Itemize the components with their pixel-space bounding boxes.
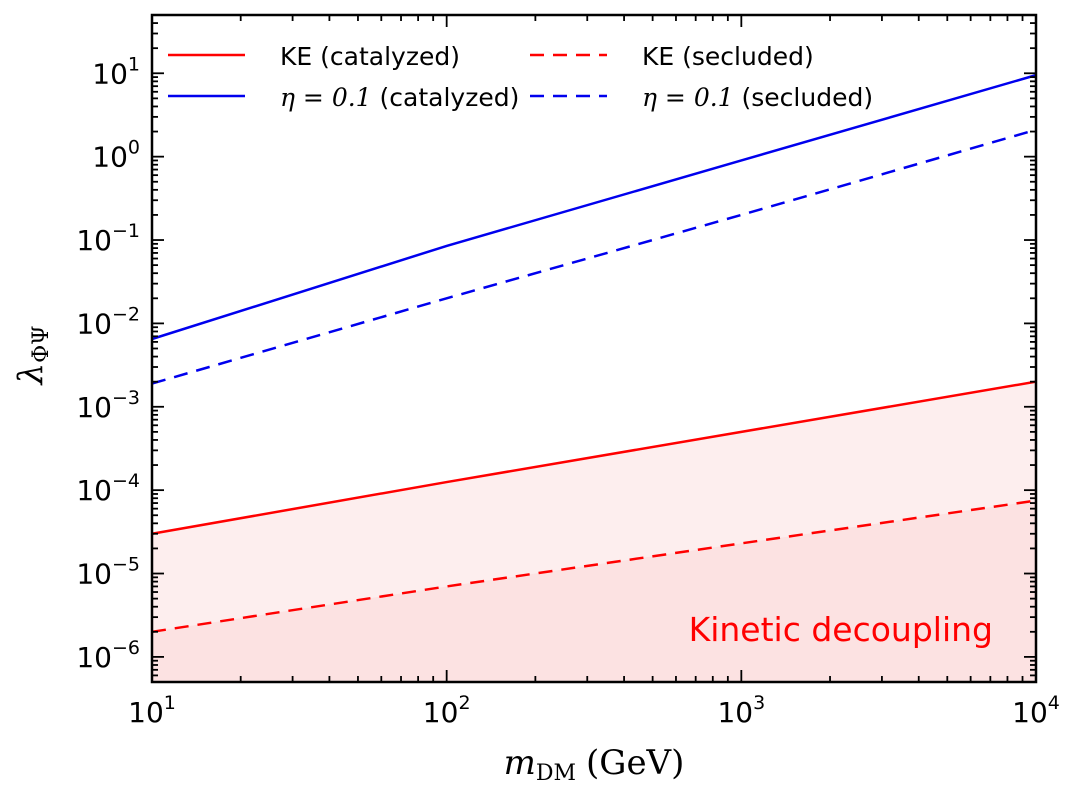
- y-label-sub: ΦΨ: [29, 326, 54, 363]
- series-line-2: [151, 499, 1037, 634]
- y-tick-label: 101: [92, 53, 140, 90]
- y-tick-label: 10−5: [76, 554, 140, 591]
- legend-label-2: KE (secluded): [642, 42, 814, 71]
- y-axis-label: λΦΨ: [11, 326, 54, 387]
- legend-label-0: KE (catalyzed): [280, 42, 460, 71]
- y-tick-label: 10−2: [76, 303, 140, 340]
- plot-frame: [150, 13, 1038, 684]
- x-tick-label: 102: [423, 692, 471, 729]
- legend: KE (catalyzed) η = 0.1 (catalyzed) KE (sec…: [168, 42, 873, 112]
- y-tick-label: 10−3: [76, 387, 140, 424]
- legend-label-3: η = 0.1 (secluded): [642, 83, 873, 112]
- annotation-kinetic-decoupling: Kinetic decoupling: [689, 610, 993, 649]
- series-line-3: [151, 128, 1037, 385]
- x-tick-label: 103: [717, 692, 765, 729]
- svg-text:λΦΨ: λΦΨ: [11, 326, 54, 387]
- legend-label-1: η = 0.1 (catalyzed): [280, 83, 519, 112]
- series-line-0: [151, 380, 1037, 535]
- svg-text:mDM(GeV): mDM (GeV): [504, 743, 685, 786]
- series-line-1: [151, 73, 1037, 341]
- x-tick-label: 104: [1012, 692, 1060, 729]
- x-tick-label: 101: [128, 692, 176, 729]
- shaded-region-1: [152, 500, 1036, 682]
- y-tick-label: 100: [92, 137, 140, 174]
- y-tick-label: 10−4: [76, 470, 140, 507]
- x-label-unit: (GeV): [586, 743, 684, 783]
- y-label-main: λ: [11, 363, 51, 387]
- y-tick-label: 10−6: [76, 637, 140, 674]
- x-axis-label: mDM (GeV): [504, 743, 685, 786]
- x-label-main: m: [504, 743, 536, 783]
- y-tick-label: 10−1: [76, 220, 140, 257]
- x-label-sub: DM: [536, 761, 576, 786]
